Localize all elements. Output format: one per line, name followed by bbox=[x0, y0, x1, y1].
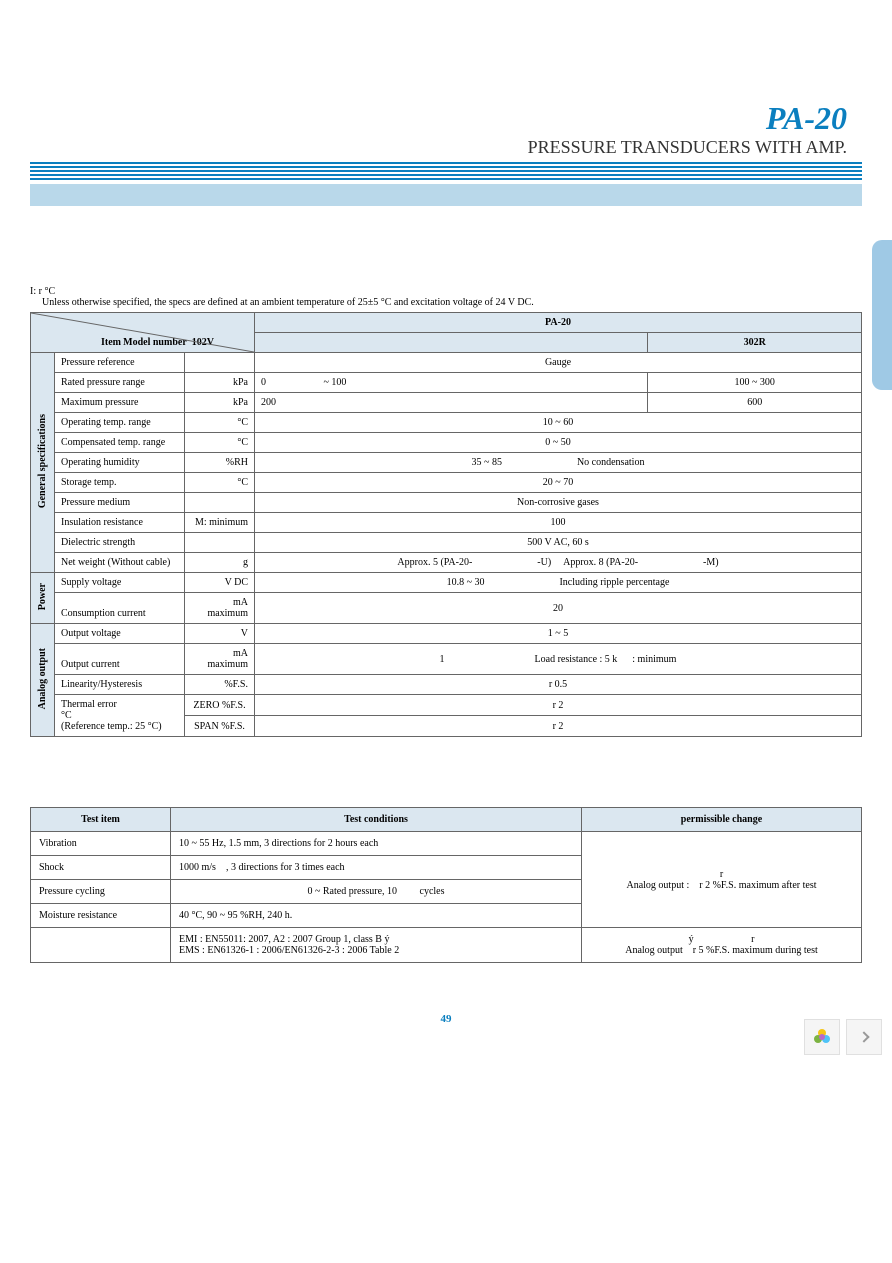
col1-header bbox=[255, 333, 648, 353]
spec-table: Item Model number 102V PA-20 302R Genera… bbox=[30, 312, 862, 737]
subtitle: PRESSURE TRANSDUCERS WITH AMP. bbox=[30, 137, 847, 158]
env-table: Test item Test conditions permissible ch… bbox=[30, 807, 862, 963]
env-result-merged: r Analog output : r 2 %F.S. maximum afte… bbox=[582, 832, 862, 928]
row-value: Gauge bbox=[255, 353, 862, 373]
flower-icon bbox=[810, 1025, 834, 1049]
env-header-item: Test item bbox=[31, 808, 171, 832]
title-block: PA-20 PRESSURE TRANSDUCERS WITH AMP. bbox=[30, 100, 847, 158]
row-label: Pressure reference bbox=[55, 353, 185, 373]
row-unit bbox=[185, 353, 255, 373]
next-button[interactable] bbox=[846, 1019, 882, 1055]
note-line-2: Unless otherwise specified, the specs ar… bbox=[42, 297, 862, 308]
decorative-stripes bbox=[30, 162, 862, 206]
group-general: General specifications bbox=[31, 353, 55, 573]
col2-header: 302R bbox=[648, 333, 862, 353]
model-title: PA-20 bbox=[30, 100, 847, 137]
series-header: PA-20 bbox=[255, 313, 862, 333]
group-power: Power bbox=[31, 573, 55, 624]
item-header: Item Model number 102V bbox=[31, 313, 255, 353]
note-line-1: I: r °C bbox=[30, 286, 862, 297]
footer-icons bbox=[804, 1019, 882, 1055]
chevron-right-icon bbox=[858, 1031, 869, 1042]
») data-bind= bbox=[31, 928, 171, 963]
side-tab bbox=[872, 240, 892, 390]
env-item: Vibration bbox=[31, 832, 171, 856]
diagonal-line bbox=[31, 313, 254, 352]
group-analog: Analog output bbox=[31, 624, 55, 737]
page-container: PA-20 PRESSURE TRANSDUCERS WITH AMP. I: … bbox=[0, 0, 892, 1065]
env-header-result: permissible change bbox=[582, 808, 862, 832]
env-header-cond: Test conditions bbox=[171, 808, 582, 832]
env-cond: 10 ~ 55 Hz, 1.5 mm, 3 directions for 2 h… bbox=[171, 832, 582, 856]
logo-icon[interactable] bbox=[804, 1019, 840, 1055]
page-number: 49 bbox=[30, 1013, 862, 1025]
